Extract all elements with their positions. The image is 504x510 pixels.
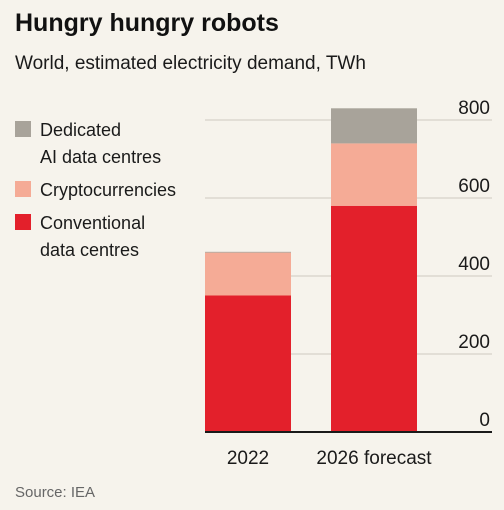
legend-label-cryptocurrencies: Cryptocurrencies [40, 180, 176, 200]
y-tick-0: 0 [479, 410, 490, 431]
x-axis-category-labels: 2022 2026 forecast [227, 448, 432, 469]
legend-swatch-cryptocurrencies [15, 181, 31, 197]
legend-label-conventional-data-centres-line-2: data centres [40, 240, 139, 260]
y-tick-200: 200 [458, 332, 490, 353]
legend-swatch-conventional-data-centres [15, 214, 31, 230]
chart-title: Hungry hungry robots [15, 9, 279, 37]
y-tick-800: 800 [458, 98, 490, 119]
y-axis-tick-labels: 0 200 400 600 800 [458, 98, 490, 431]
y-tick-600: 600 [458, 176, 490, 197]
bar-2022-cryptocurrencies [205, 252, 291, 296]
bar-2022-conventional-data-centres [205, 295, 291, 432]
legend-label-dedicated-ai-data-centres-line-2: AI data centres [40, 147, 161, 167]
bar-2026-forecast-dedicated-ai-data-centres [331, 108, 417, 144]
legend: Dedicated AI data centres Cryptocurrencies… [15, 120, 176, 260]
legend-label-dedicated-ai-data-centres-line-1: Dedicated [40, 120, 121, 140]
bar-2022-dedicated-ai-data-centres [205, 251, 291, 253]
bar-2026-forecast-cryptocurrencies [331, 143, 417, 206]
x-category-2022: 2022 [227, 448, 269, 469]
chart-subtitle: World, estimated electricity demand, TWh [15, 53, 366, 74]
y-tick-400: 400 [458, 254, 490, 275]
x-category-2026-forecast: 2026 forecast [316, 448, 432, 469]
bar-2026-forecast-conventional-data-centres [331, 205, 417, 432]
source-note: Source: IEA [15, 484, 95, 501]
legend-label-conventional-data-centres-line-1: Conventional [40, 213, 145, 233]
bars [205, 108, 417, 432]
legend-swatch-dedicated-ai-data-centres [15, 121, 31, 137]
